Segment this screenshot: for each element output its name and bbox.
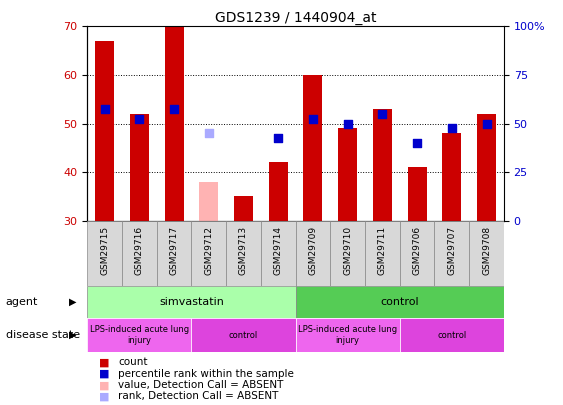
Text: control: control xyxy=(437,330,466,340)
Text: percentile rank within the sample: percentile rank within the sample xyxy=(118,369,294,379)
Text: ■: ■ xyxy=(99,358,109,367)
Point xyxy=(100,106,109,112)
Text: control: control xyxy=(229,330,258,340)
Text: ■: ■ xyxy=(99,369,109,379)
Bar xyxy=(164,26,184,221)
Bar xyxy=(435,221,469,286)
Text: simvastatin: simvastatin xyxy=(159,297,224,307)
Bar xyxy=(296,221,330,286)
Text: GSM29710: GSM29710 xyxy=(343,226,352,275)
Bar xyxy=(408,167,427,221)
Bar xyxy=(373,109,392,221)
Text: agent: agent xyxy=(6,297,38,307)
Point xyxy=(378,111,387,117)
Point xyxy=(413,140,422,146)
Point xyxy=(309,115,318,122)
Text: value, Detection Call = ABSENT: value, Detection Call = ABSENT xyxy=(118,380,284,390)
Bar xyxy=(400,221,435,286)
Text: GSM29711: GSM29711 xyxy=(378,226,387,275)
Text: GSM29707: GSM29707 xyxy=(448,226,456,275)
Bar xyxy=(226,221,261,286)
Text: control: control xyxy=(381,297,419,307)
Text: ▶: ▶ xyxy=(69,297,77,307)
Bar xyxy=(95,41,114,221)
Bar xyxy=(303,75,323,221)
Text: ■: ■ xyxy=(99,380,109,390)
Text: GSM29706: GSM29706 xyxy=(413,226,422,275)
Bar xyxy=(469,221,504,286)
Bar xyxy=(87,286,296,318)
Bar xyxy=(338,128,357,221)
Bar xyxy=(191,221,226,286)
Bar xyxy=(87,318,191,352)
Text: GSM29715: GSM29715 xyxy=(100,226,109,275)
Bar xyxy=(477,114,496,221)
Bar xyxy=(87,221,122,286)
Text: count: count xyxy=(118,358,148,367)
Bar xyxy=(330,221,365,286)
Bar xyxy=(130,114,149,221)
Point xyxy=(169,106,178,112)
Point xyxy=(343,120,352,127)
Bar xyxy=(443,133,461,221)
Text: ■: ■ xyxy=(99,392,109,401)
Text: rank, Detection Call = ABSENT: rank, Detection Call = ABSENT xyxy=(118,392,279,401)
Title: GDS1239 / 1440904_at: GDS1239 / 1440904_at xyxy=(215,11,376,25)
Text: GSM29716: GSM29716 xyxy=(135,226,144,275)
Text: GSM29709: GSM29709 xyxy=(309,226,318,275)
Point xyxy=(274,135,283,141)
Bar xyxy=(296,286,504,318)
Text: LPS-induced acute lung
injury: LPS-induced acute lung injury xyxy=(90,326,189,345)
Bar xyxy=(191,318,296,352)
Text: GSM29708: GSM29708 xyxy=(482,226,491,275)
Text: GSM29713: GSM29713 xyxy=(239,226,248,275)
Bar xyxy=(365,221,400,286)
Point xyxy=(482,120,491,127)
Point xyxy=(447,125,456,132)
Text: disease state: disease state xyxy=(6,330,80,340)
Bar xyxy=(199,182,218,221)
Text: GSM29712: GSM29712 xyxy=(204,226,213,275)
Text: GSM29717: GSM29717 xyxy=(169,226,178,275)
Bar xyxy=(400,318,504,352)
Bar xyxy=(296,318,400,352)
Bar xyxy=(157,221,191,286)
Text: ▶: ▶ xyxy=(69,330,77,340)
Bar xyxy=(261,221,296,286)
Bar xyxy=(122,221,157,286)
Text: GSM29714: GSM29714 xyxy=(274,226,283,275)
Text: LPS-induced acute lung
injury: LPS-induced acute lung injury xyxy=(298,326,397,345)
Point xyxy=(204,130,213,136)
Bar xyxy=(269,162,288,221)
Bar xyxy=(234,196,253,221)
Point xyxy=(135,115,144,122)
